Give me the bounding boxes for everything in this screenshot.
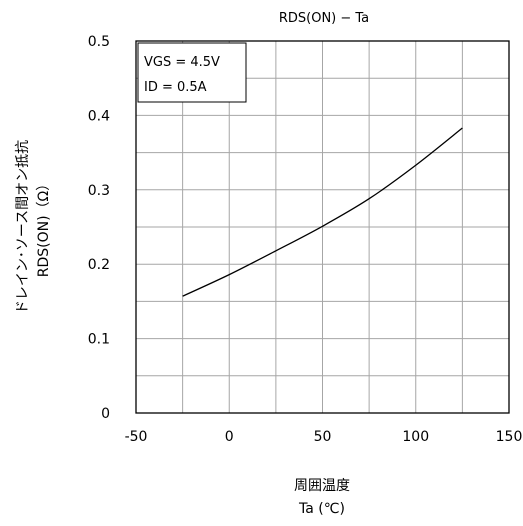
x-tick-label: -50 <box>125 429 148 445</box>
x-tick-label: 50 <box>314 429 332 445</box>
y-tick-label: 0.5 <box>88 34 110 50</box>
x-axis-label-unit: Ta (℃) <box>298 501 345 517</box>
y-tick-label: 0.2 <box>88 257 110 273</box>
y-tick-label: 0.1 <box>88 332 110 348</box>
annotation-line-vgs: VGS = 4.5V <box>144 55 220 70</box>
annotation-line-id: ID = 0.5A <box>144 80 207 95</box>
annotation-frame <box>137 42 247 103</box>
x-axis-label-name: 周囲温度 <box>294 478 350 494</box>
grid <box>135 40 510 414</box>
y-tick-label: 0 <box>101 406 110 422</box>
chart-title: RDS(ON) − Ta <box>279 11 369 26</box>
y-tick-label: 0.4 <box>88 108 110 124</box>
plot-frame <box>135 40 510 414</box>
x-tick-label: 0 <box>225 429 234 445</box>
x-tick-label: 100 <box>402 429 429 445</box>
series-layer <box>182 127 463 297</box>
y-tick-label: 0.3 <box>88 183 110 199</box>
y-axis-label-name: ドレイン･ソース間オン抵抗 <box>15 140 31 314</box>
x-tick-labels: -50 0 50 100 150 <box>125 429 523 445</box>
x-tick-label: 150 <box>496 429 523 445</box>
y-tick-labels: 0 0.1 0.2 0.3 0.4 0.5 <box>88 34 110 422</box>
annotation-box: VGS = 4.5V ID = 0.5A <box>137 42 247 103</box>
series-line <box>182 127 463 297</box>
y-axis-label-unit: RDS(ON)（Ω） <box>36 177 52 278</box>
